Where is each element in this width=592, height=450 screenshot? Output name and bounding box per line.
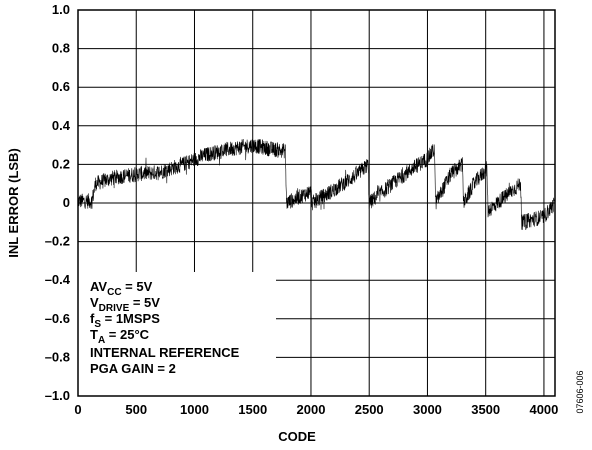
data-layer xyxy=(77,138,556,231)
annotation-vdrive: VDRIVE = 5V xyxy=(90,295,160,314)
annotation-reference: INTERNAL REFERENCE xyxy=(90,345,240,360)
figure-id: 07606-006 xyxy=(575,370,585,413)
y-tick-label: –0.6 xyxy=(45,311,70,326)
y-tick-label: 0.2 xyxy=(52,156,70,171)
grid-lines xyxy=(78,10,555,396)
x-tick-label: 0 xyxy=(74,402,81,417)
annotation-ta: TA = 25°C xyxy=(90,327,150,346)
x-tick-label: 1500 xyxy=(238,402,267,417)
inl-trace xyxy=(77,138,556,231)
y-tick-label: 0.8 xyxy=(52,41,70,56)
x-tick-labels: 0 500 1000 1500 2000 2500 3000 3500 4000 xyxy=(74,402,558,417)
x-axis-title: CODE xyxy=(278,429,316,444)
y-tick-label: –0.2 xyxy=(45,234,70,249)
x-tick-label: 3000 xyxy=(413,402,442,417)
y-tick-label: –0.8 xyxy=(45,349,70,364)
y-tick-labels: 1.0 0.8 0.6 0.4 0.2 0 –0.2 –0.4 –0.6 –0.8 –1.0 xyxy=(45,2,71,403)
x-tick-label: 4000 xyxy=(529,402,558,417)
x-tick-label: 500 xyxy=(125,402,147,417)
y-tick-label: –0.4 xyxy=(45,272,71,287)
y-tick-label: 0 xyxy=(63,195,70,210)
y-tick-label: 0.6 xyxy=(52,79,70,94)
y-tick-label: 1.0 xyxy=(52,2,70,17)
annotation-pga-gain: PGA GAIN = 2 xyxy=(90,361,176,376)
annotation-avcc: AVCC = 5V xyxy=(90,279,153,298)
annotation-fs: fS = 1MSPS xyxy=(90,311,160,330)
conditions-annotation: AVCC = 5V VDRIVE = 5V fS = 1MSPS TA = 25… xyxy=(90,279,240,376)
annotation-box xyxy=(78,272,276,396)
x-tick-label: 1000 xyxy=(180,402,209,417)
x-tick-label: 2000 xyxy=(297,402,326,417)
y-axis-title: INL ERROR (LSB) xyxy=(6,148,21,258)
y-tick-label: –1.0 xyxy=(45,388,70,403)
x-tick-label: 3500 xyxy=(471,402,500,417)
x-tick-label: 2500 xyxy=(355,402,384,417)
plot-frame xyxy=(77,9,556,397)
y-tick-label: 0.4 xyxy=(52,118,71,133)
